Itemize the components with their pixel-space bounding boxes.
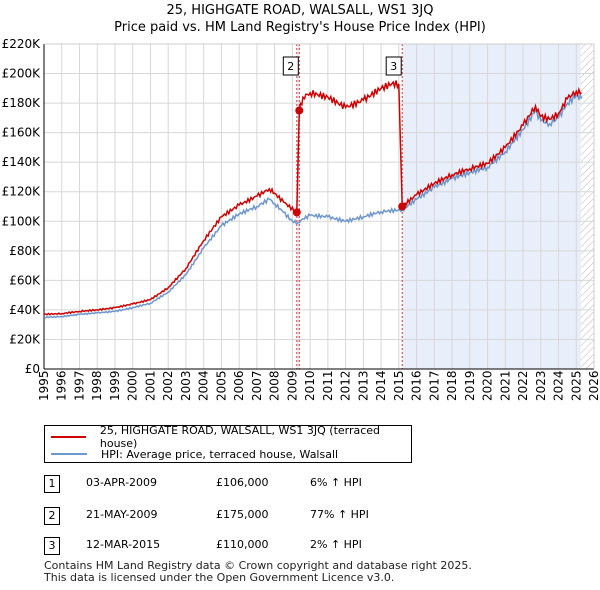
y-tick-label: £60K — [9, 273, 41, 287]
transaction-row: 2 21-MAY-2009 £175,000 77% ↑ HPI — [44, 507, 444, 525]
x-tick-label: 2022 — [516, 370, 530, 401]
x-tick-label: 2020 — [481, 370, 495, 401]
transaction-number-badge: 3 — [44, 537, 60, 555]
sale-point — [295, 106, 304, 115]
x-tick-label: 2001 — [143, 370, 157, 401]
x-tick-label: 2019 — [463, 370, 477, 401]
legend-item-hpi: HPI: Average price, terraced house, Wals… — [51, 447, 338, 461]
x-tick-label: 2004 — [197, 370, 211, 401]
transaction-price: £106,000 — [216, 476, 269, 489]
x-tick-label: 2018 — [445, 370, 459, 401]
legend-swatch-property — [51, 436, 86, 438]
y-tick-label: £20K — [9, 332, 41, 346]
hpi-series-line — [43, 92, 583, 319]
property-series-line — [43, 80, 582, 316]
x-tick-label: 1995 — [37, 370, 51, 401]
x-tick-label: 2021 — [498, 370, 512, 401]
transaction-date: 12-MAR-2015 — [86, 538, 161, 551]
x-tick-label: 1997 — [72, 370, 86, 401]
x-tick-label: 2000 — [126, 370, 140, 401]
x-tick-label: 2007 — [250, 370, 264, 401]
x-tick-label: 2025 — [569, 370, 583, 401]
y-tick-label: £180K — [2, 96, 42, 110]
x-tick-label: 1999 — [108, 370, 122, 401]
transaction-number-badge: 2 — [44, 507, 60, 525]
y-tick-label: £0 — [25, 362, 40, 376]
x-tick-label: 2023 — [534, 370, 548, 401]
y-tick-label: £160K — [2, 126, 42, 140]
y-tick-label: £140K — [2, 155, 42, 169]
chart-title: 25, HIGHGATE ROAD, WALSALL, WS1 3JQ — [166, 3, 434, 18]
x-tick-label: 2002 — [161, 370, 175, 401]
x-tick-label: 2012 — [339, 370, 353, 401]
future-period-hatch — [580, 44, 594, 369]
transaction-row: 3 12-MAR-2015 £110,000 2% ↑ HPI — [44, 537, 444, 555]
x-tick-label: 2026 — [587, 370, 600, 401]
x-tick-label: 2017 — [427, 370, 441, 401]
y-tick-label: £200K — [2, 67, 42, 81]
sale-point — [292, 208, 301, 217]
price-chart: £0 £20K £40K £60K £80K £100K £120K £140K £160K £1… — [2, 37, 600, 401]
transaction-hpi-change: 6% ↑ HPI — [310, 476, 362, 489]
legend: 25, HIGHGATE ROAD, WALSALL, WS1 3JQ (ter… — [44, 424, 412, 463]
x-tick-label: 2013 — [356, 370, 370, 401]
y-tick-label: £220K — [2, 37, 42, 51]
sale-point — [398, 202, 407, 211]
x-tick-label: 1998 — [90, 370, 104, 401]
legend-label-property: 25, HIGHGATE ROAD, WALSALL, WS1 3JQ (ter… — [99, 424, 381, 450]
y-tick-label: £120K — [2, 185, 42, 199]
transaction-hpi-change: 77% ↑ HPI — [310, 508, 369, 521]
transaction-price: £110,000 — [216, 538, 269, 551]
x-tick-label: 2006 — [232, 370, 246, 401]
x-tick-label: 2024 — [552, 370, 566, 401]
transaction-number-badge: 1 — [44, 475, 60, 493]
x-tick-label: 2005 — [214, 370, 228, 401]
sale-label-box: 2 — [282, 56, 299, 76]
ownership-period-shade — [402, 44, 581, 369]
y-tick-label: £100K — [2, 214, 42, 228]
transaction-hpi-change: 2% ↑ HPI — [310, 538, 362, 551]
x-tick-label: 2008 — [268, 370, 282, 401]
transaction-price: £175,000 — [216, 508, 269, 521]
sale-label-border — [385, 56, 402, 76]
x-tick-label: 2011 — [321, 370, 335, 401]
sale-label-border — [282, 56, 299, 76]
x-tick-label: 2010 — [303, 370, 317, 401]
x-tick-label: 2015 — [392, 370, 406, 401]
sale-label-text: 3 — [390, 60, 397, 73]
sale-label-text: 2 — [287, 60, 294, 73]
ownership-period-shade — [296, 44, 300, 369]
transaction-row: 1 03-APR-2009 £106,000 6% ↑ HPI — [44, 475, 444, 493]
chart-subtitle: Price paid vs. HM Land Registry's House … — [114, 20, 486, 35]
x-tick-label: 2014 — [374, 370, 388, 401]
x-tick-label: 2009 — [285, 370, 299, 401]
transaction-date: 21-MAY-2009 — [86, 508, 158, 521]
x-tick-label: 2016 — [410, 370, 424, 401]
transaction-date: 03-APR-2009 — [86, 476, 158, 489]
y-tick-label: £80K — [9, 244, 41, 258]
x-tick-label: 1996 — [55, 370, 69, 401]
legend-label-hpi: HPI: Average price, terraced house, Wals… — [101, 447, 339, 461]
legend-item-property: 25, HIGHGATE ROAD, WALSALL, WS1 3JQ (ter… — [51, 424, 411, 450]
sale-label-box: 3 — [385, 56, 402, 76]
footer-attribution: Contains HM Land Registry data © Crown c… — [44, 560, 472, 584]
x-tick-label: 2003 — [179, 370, 193, 401]
legend-swatch-hpi — [51, 453, 87, 455]
y-tick-label: £40K — [9, 303, 41, 317]
footer-line-copyright: Contains HM Land Registry data © Crown c… — [44, 559, 472, 572]
footer-line-licence: This data is licensed under the Open Gov… — [44, 571, 395, 584]
